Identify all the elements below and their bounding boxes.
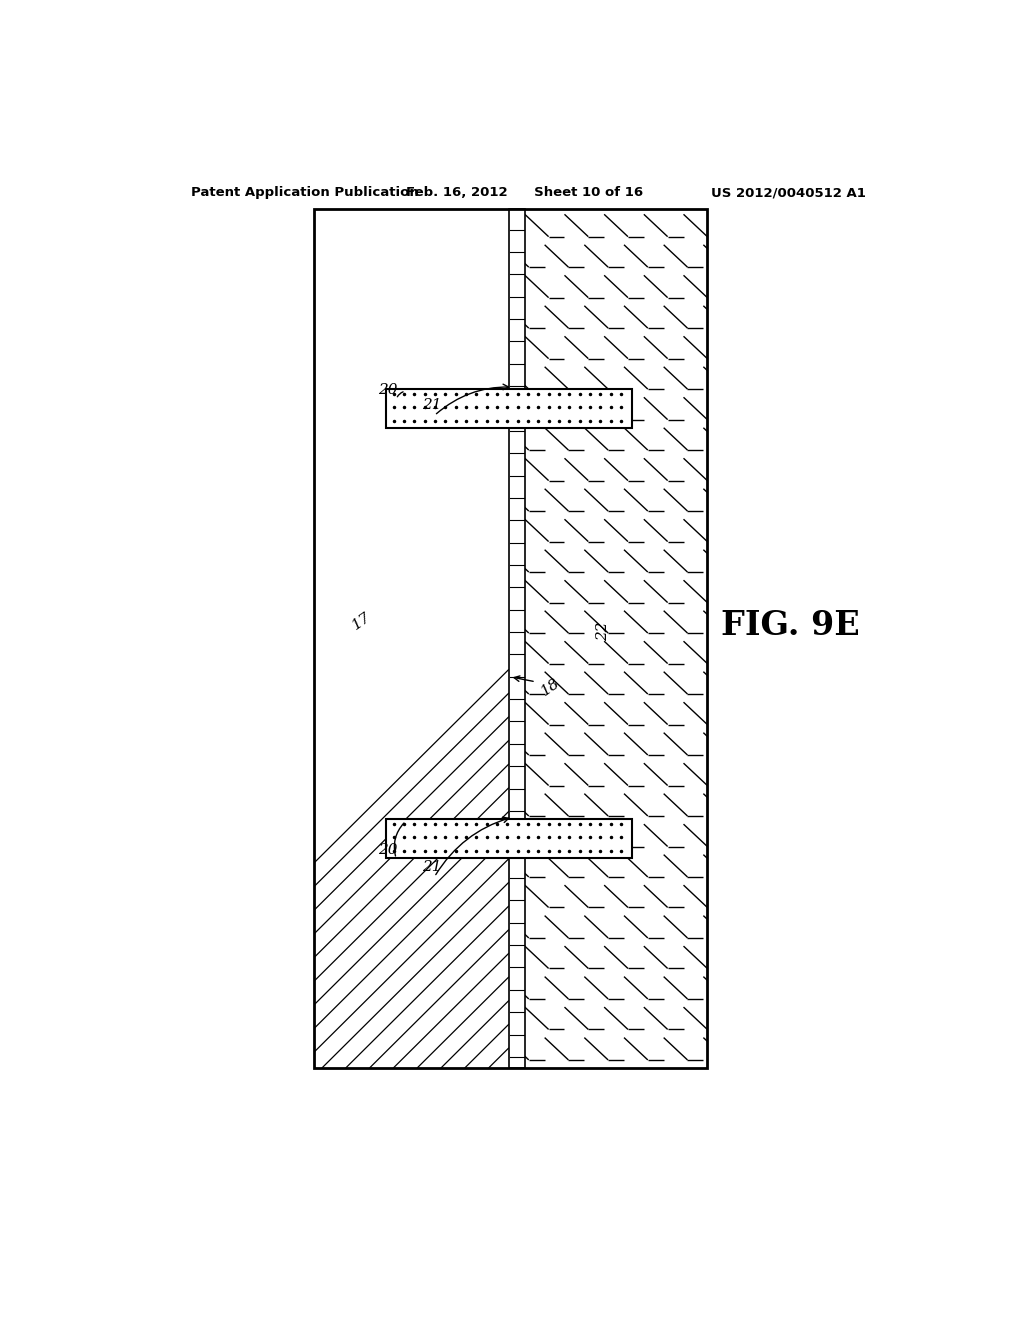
Bar: [509, 210, 524, 1068]
Bar: [386, 389, 632, 428]
Bar: [386, 818, 632, 858]
Text: 21: 21: [422, 399, 441, 412]
Text: 20: 20: [379, 383, 398, 397]
Text: 20: 20: [379, 842, 398, 857]
Text: 22: 22: [596, 622, 609, 640]
Bar: [314, 210, 708, 1068]
Text: US 2012/0040512 A1: US 2012/0040512 A1: [712, 186, 866, 199]
Text: FIG. 9E: FIG. 9E: [721, 610, 860, 643]
Text: 17: 17: [350, 610, 374, 632]
Bar: [314, 210, 708, 1068]
Text: Patent Application Publication: Patent Application Publication: [191, 186, 419, 199]
Text: 21: 21: [422, 859, 441, 874]
Text: 18: 18: [539, 676, 562, 698]
Text: Feb. 16, 2012  Sheet 10 of 16: Feb. 16, 2012 Sheet 10 of 16: [407, 186, 643, 199]
